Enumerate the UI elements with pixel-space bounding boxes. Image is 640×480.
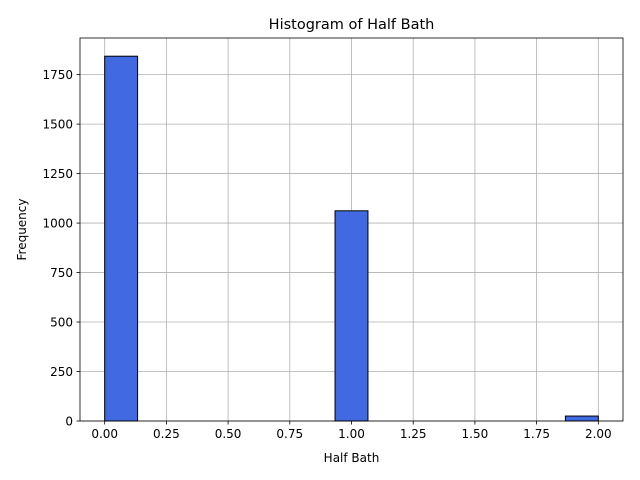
y-tick-label: 1500 xyxy=(42,118,73,132)
y-tick-label: 250 xyxy=(50,365,73,379)
x-tick-label: 0.00 xyxy=(91,427,118,441)
x-axis-label: Half Bath xyxy=(324,451,380,465)
x-tick-label: 1.75 xyxy=(523,427,550,441)
y-tick-label: 750 xyxy=(50,266,73,280)
x-tick-label: 1.50 xyxy=(462,427,489,441)
x-axis-ticks: 0.00 0.25 0.50 0.75 1.00 1.25 1.50 1.75 2.00 xyxy=(91,421,612,441)
x-tick-label: 1.25 xyxy=(400,427,427,441)
y-axis-ticks: 0 250 500 750 1000 1250 1500 1750 xyxy=(42,68,80,429)
x-tick-label: 2.00 xyxy=(585,427,612,441)
y-tick-label: 0 xyxy=(65,415,73,429)
x-tick-label: 0.75 xyxy=(276,427,303,441)
histogram-bars xyxy=(104,55,599,422)
x-tick-label: 0.50 xyxy=(215,427,242,441)
y-tick-label: 1000 xyxy=(42,217,73,231)
x-tick-label: 0.25 xyxy=(153,427,180,441)
histogram-bar xyxy=(564,415,599,422)
y-tick-label: 500 xyxy=(50,316,73,330)
chart-title: Histogram of Half Bath xyxy=(269,17,435,33)
y-tick-label: 1750 xyxy=(42,68,73,82)
x-tick-label: 1.00 xyxy=(338,427,365,441)
histogram-bar xyxy=(104,55,139,422)
y-axis-label: Frequency xyxy=(15,199,29,261)
histogram-bar xyxy=(334,210,369,422)
y-tick-label: 1250 xyxy=(42,167,73,181)
